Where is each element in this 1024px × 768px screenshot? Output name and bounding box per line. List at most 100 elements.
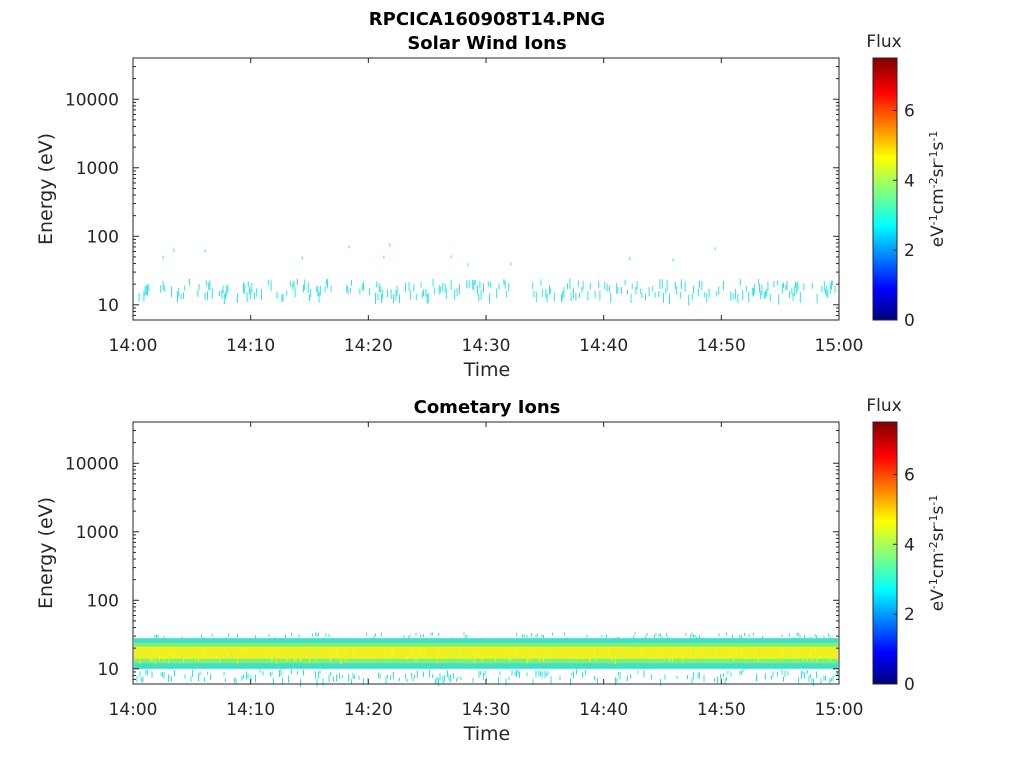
flux-cell (517, 669, 519, 674)
flux-cell (613, 637, 615, 641)
flux-speckle (247, 281, 249, 287)
flux-cell (331, 651, 333, 654)
flux-speckle (792, 293, 794, 301)
flux-cell (315, 632, 316, 636)
flux-cell (501, 650, 502, 656)
flux-cell (135, 648, 136, 653)
cometary-ylabel: Energy (eV) (35, 497, 57, 609)
flux-cell (541, 634, 543, 638)
flux-cell (354, 674, 355, 680)
cometary-spectrogram (134, 632, 838, 688)
flux-cell (543, 635, 544, 639)
flux-cell (505, 654, 507, 660)
flux-cell (546, 650, 547, 653)
flux-cell (757, 658, 759, 662)
flux-speckle (751, 287, 753, 296)
flux-cell (495, 656, 496, 661)
flux-cell (432, 632, 433, 636)
solar-wind-xtick-label: 14:20 (344, 336, 393, 356)
flux-cell (339, 673, 340, 679)
flux-cell (522, 634, 523, 638)
flux-cell (285, 649, 286, 656)
flux-cell (637, 670, 639, 674)
flux-cell (393, 671, 394, 680)
flux-speckle (478, 294, 480, 302)
flux-cell (832, 676, 834, 681)
flux-cell (837, 671, 838, 677)
flux-cell (328, 674, 330, 683)
flux-cell (691, 677, 693, 685)
flux-speckle (318, 291, 320, 303)
flux-cell (303, 651, 304, 654)
flux-speckle (375, 293, 376, 304)
flux-cell (438, 652, 439, 657)
flux-speckle (226, 285, 228, 296)
flux-cell (273, 678, 274, 685)
flux-cell (142, 676, 144, 683)
flux-cell (210, 673, 211, 681)
flux-speckle (549, 284, 550, 295)
flux-cell (216, 655, 217, 660)
flux-cell (231, 651, 232, 657)
flux-cell (643, 652, 645, 658)
flux-cell (601, 634, 603, 638)
flux-speckle (184, 285, 186, 291)
flux-speckle (570, 292, 572, 302)
flux-speckle (395, 290, 397, 301)
flux-speckle (479, 281, 481, 289)
flux-cell (225, 653, 226, 657)
flux-speckle (490, 281, 492, 288)
flux-speckle (177, 291, 178, 303)
flux-speckle (256, 288, 258, 297)
flux-cell (820, 678, 822, 685)
flux-cell (741, 635, 742, 639)
flux-cell (306, 651, 307, 656)
flux-cell (438, 678, 439, 687)
flux-speckle (244, 283, 246, 295)
flux-cell (280, 655, 282, 660)
flux-speckle (577, 280, 579, 287)
flux-cell (378, 672, 379, 678)
flux-speckle (504, 280, 506, 289)
flux-speckle (498, 283, 500, 290)
flux-cell (685, 632, 687, 636)
flux-cell (783, 676, 784, 682)
flux-speckle (327, 278, 328, 289)
flux-cell (676, 675, 678, 679)
flux-cell (481, 637, 483, 641)
flux-speckle (243, 282, 244, 293)
flux-cell (435, 679, 436, 685)
flux-cell (664, 649, 666, 654)
flux-cell (291, 669, 292, 675)
flux-speckle (178, 287, 180, 297)
flux-cell (337, 649, 339, 654)
solar-wind-xtick-label: 14:10 (226, 336, 275, 356)
flux-speckle (598, 280, 600, 289)
flux-cell (420, 634, 421, 638)
flux-cell (744, 633, 745, 636)
flux-cell (205, 657, 207, 660)
flux-speckle (377, 293, 379, 301)
flux-speckle (834, 285, 836, 293)
flux-cell (232, 655, 234, 658)
flux-cell (753, 632, 754, 636)
flux-cell (262, 671, 264, 676)
flux-speckle (219, 291, 220, 297)
flux-speckle (753, 287, 754, 297)
solar-wind-xtick-label: 14:40 (579, 336, 628, 356)
solar-wind-ytick-label: 1000 (76, 159, 119, 179)
flux-cell (336, 674, 337, 682)
flux-cell (571, 672, 573, 676)
flux-cell (627, 675, 628, 682)
flux-cell (309, 658, 310, 664)
flux-speckle (659, 279, 661, 289)
flux-cell (714, 654, 715, 657)
flux-cell (460, 652, 462, 657)
flux-cell (714, 678, 715, 682)
flux-speckle (831, 280, 832, 290)
flux-cell (691, 632, 693, 636)
flux-cell (801, 656, 802, 659)
flux-cell (438, 633, 439, 637)
flux-cell (399, 653, 400, 657)
